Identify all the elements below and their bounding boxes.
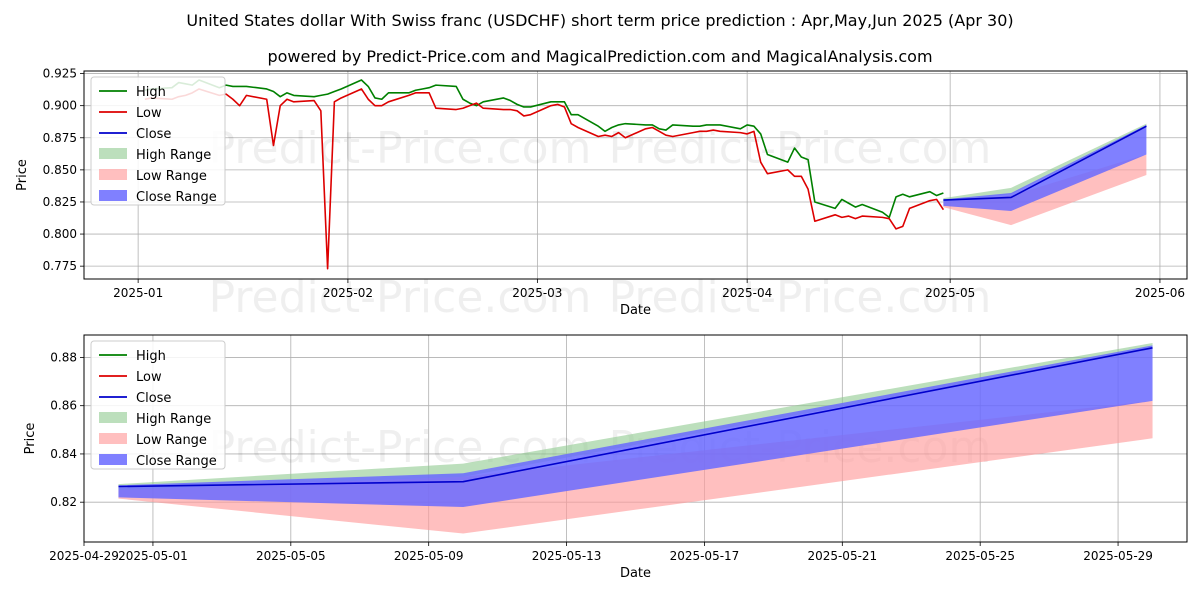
x-tick-label: 2025-05-13: [532, 549, 602, 563]
x-tick-label: 2025-04: [722, 286, 772, 300]
y-tick-label: 0.800: [43, 227, 77, 241]
y-tick-label: 0.850: [43, 163, 77, 177]
x-tick-label: 2025-05-25: [945, 549, 1015, 563]
y-tick-label: 0.84: [50, 447, 77, 461]
y-tick-label: 0.925: [43, 67, 77, 81]
top-panel: 0.775 0.800 0.825 0.850 0.875 0.900 0.925 2025-…: [15, 67, 1188, 323]
x-tick-label: 2025-02: [323, 286, 373, 300]
low-series-line: [144, 88, 945, 270]
watermark-text: Predict-Price.com: [209, 123, 592, 174]
close-series-line: [943, 125, 1147, 201]
watermark-text: Predict-Price.com: [609, 272, 992, 323]
x-tick-label: 2025-05-05: [256, 549, 326, 563]
legend-label: Close Range: [136, 190, 217, 205]
legend-low-range-swatch: [99, 169, 127, 180]
legend-low-range-swatch: [99, 433, 127, 444]
y-tick-label: 0.88: [50, 350, 77, 364]
x-axis-label: Date: [620, 566, 651, 581]
high-series-line: [144, 79, 944, 219]
plot-frame: [83, 70, 1188, 280]
x-tick-label: 2025-05-09: [394, 549, 464, 563]
legend-high-range-swatch: [99, 148, 127, 159]
x-tick-label: 2025-01: [113, 286, 163, 300]
x-tick-label: 2025-05-17: [670, 549, 740, 563]
plot-area: [118, 342, 1153, 534]
x-tick-label: 2025-05-21: [807, 549, 877, 563]
legend: High Low Close High Range Low Range Close Ran…: [90, 340, 226, 470]
x-axis-label: Date: [620, 303, 651, 318]
legend-label: Low Range: [136, 433, 207, 448]
y-tick-label: 0.825: [43, 195, 77, 209]
x-tick-label: 2025-05-29: [1083, 549, 1153, 563]
x-tick-label: 2025-05-01: [118, 549, 188, 563]
y-tick-label: 0.775: [43, 259, 77, 273]
legend-label: Low: [136, 370, 162, 385]
y-tick-label: 0.82: [50, 495, 77, 509]
plot-frame: [83, 334, 1188, 543]
close-series-line: [118, 347, 1153, 488]
legend-label: High: [136, 349, 166, 364]
x-tick-label: 2025-03: [512, 286, 562, 300]
legend-label: Close: [136, 391, 171, 406]
y-tick-label: 0.900: [43, 99, 77, 113]
legend-label: Close: [136, 127, 171, 142]
x-tick-label: 2025-05: [925, 286, 975, 300]
bottom-panel: 0.82 0.84 0.86 0.88 2025-04-29 2025-05-01 2025…: [23, 334, 1188, 581]
chart-subtitle: powered by Predict-Price.com and Magical…: [267, 47, 932, 66]
legend-label: Low Range: [136, 169, 207, 184]
legend-label: High: [136, 85, 166, 100]
y-tick-label: 0.875: [43, 131, 77, 145]
watermark-text: Predict-Price.com: [209, 272, 592, 323]
legend-label: Close Range: [136, 454, 217, 469]
legend-close-range-swatch: [99, 190, 127, 201]
close-range-band: [943, 124, 1147, 211]
y-axis-label: Price: [15, 159, 30, 191]
legend-close-range-swatch: [99, 454, 127, 465]
y-axis-label: Price: [23, 423, 38, 455]
legend-high-range-swatch: [99, 412, 127, 423]
chart-title: United States dollar With Swiss franc (U…: [186, 11, 1013, 30]
legend-label: Low: [136, 106, 162, 121]
legend-label: High Range: [136, 412, 211, 427]
watermark-text: Predict-Price.com: [609, 123, 992, 174]
x-tick-label: 2025-04-29: [49, 549, 119, 563]
plot-area: [144, 79, 1147, 270]
legend: High Low Close High Range Low Range Close Ran…: [90, 76, 226, 206]
close-range-band: [118, 345, 1153, 508]
x-tick-label: 2025-06: [1135, 286, 1185, 300]
y-tick-label: 0.86: [50, 399, 77, 413]
legend-label: High Range: [136, 148, 211, 163]
